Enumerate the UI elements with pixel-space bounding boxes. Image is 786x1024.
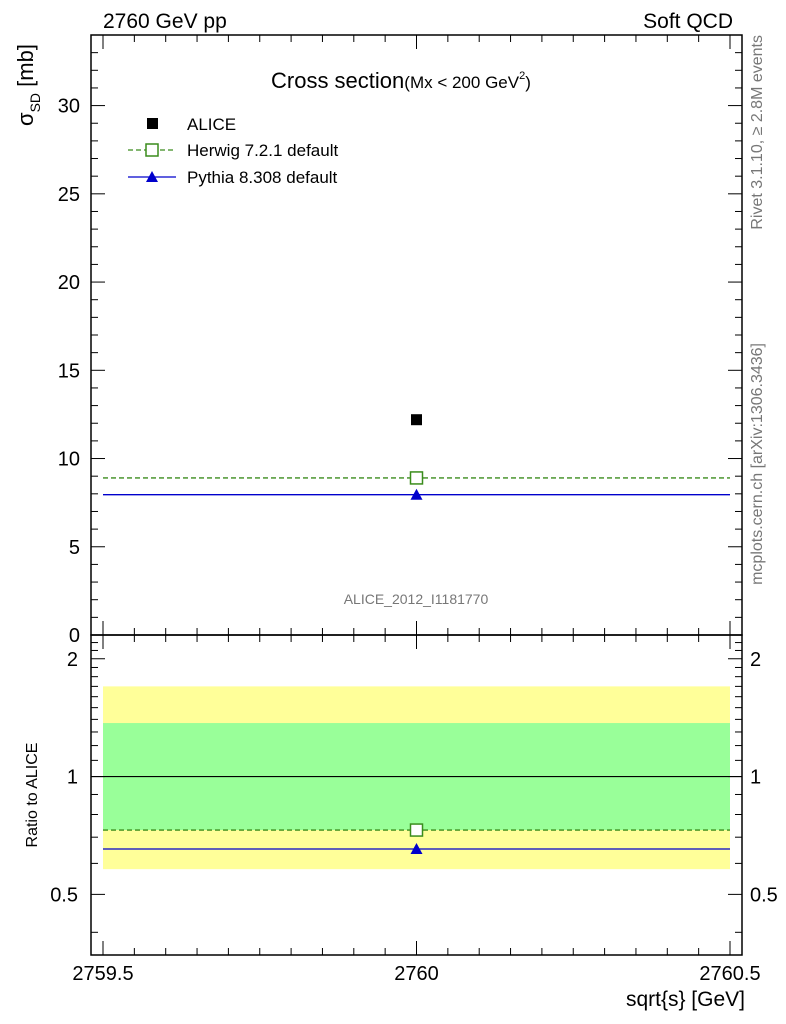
ratio-data-layer [91, 686, 742, 870]
ratio-ytick-label-left: 0.5 [50, 884, 78, 906]
main-data-layer [103, 414, 730, 500]
main-point-2-0 [410, 488, 423, 500]
legend-pythia-marker [146, 171, 158, 182]
header-left: 2760 GeV pp [103, 10, 227, 33]
legend: ALICE Herwig 7.2.1 default Pythia 8.308 … [128, 115, 338, 187]
x-tick-label: 2760.5 [699, 963, 760, 985]
main-ytick-label: 25 [58, 184, 80, 206]
main-ytick-label: 0 [69, 625, 80, 647]
x-tick-labels: 2759.5 2760 2760.5 [72, 963, 760, 985]
main-point-1-0 [409, 471, 424, 485]
main-ytick-label: 10 [58, 449, 80, 471]
main-ytick-label: 30 [58, 96, 80, 118]
main-title-close: ) [525, 73, 531, 92]
main-ylabel-sigma: σ [13, 112, 38, 126]
main-axes: 0 5 10 15 20 25 30 [58, 34, 742, 647]
ratio-axes: 0.5 0.5 1 1 2 2 [50, 635, 778, 955]
ratio-ytick-label-right: 1 [750, 767, 761, 789]
x-tick-label: 2760 [394, 963, 439, 985]
x-tick-label: 2759.5 [72, 963, 133, 985]
main-ytick-label: 5 [69, 537, 80, 559]
main-title-sup: 2 [519, 70, 525, 82]
main-ylabel-unit: [mb] [13, 44, 38, 93]
legend-herwig-marker [145, 143, 159, 157]
main-title-text: Cross section [271, 68, 404, 93]
ratio-ytick-label-right: 2 [750, 649, 761, 671]
x-axis-label: sqrt{s} [GeV] [626, 988, 745, 1011]
main-point-0-0 [411, 414, 422, 426]
ratio-point-1-0 [410, 843, 423, 855]
ratio-ylabel: Ratio to ALICE [24, 743, 41, 848]
mcplots-note: mcplots.cern.ch [arXiv:1306.3436] [749, 343, 766, 585]
main-ylabel: σSD [mb] [13, 44, 43, 126]
ratio-ytick-label-right: 0.5 [750, 884, 778, 906]
rivet-note: Rivet 3.1.10, ≥ 2.8M events [749, 35, 766, 230]
main-ytick-label: 20 [58, 272, 80, 294]
header-right: Soft QCD [643, 10, 733, 33]
ratio-ytick-label-left: 1 [67, 767, 78, 789]
main-ylabel-sub: SD [27, 93, 43, 112]
ratio-frame [90, 634, 743, 956]
ratio-point-0-0 [409, 823, 424, 837]
legend-pythia-label: Pythia 8.308 default [187, 168, 338, 187]
legend-herwig-label: Herwig 7.2.1 default [187, 141, 338, 160]
main-title-cut: (Mx < 200 GeV [404, 73, 519, 92]
main-ytick-label: 15 [58, 360, 80, 382]
legend-alice-label: ALICE [187, 115, 236, 134]
analysis-tag: ALICE_2012_I1181770 [344, 591, 489, 607]
ratio-ytick-label-left: 2 [67, 649, 78, 671]
main-title: Cross section(Mx < 200 GeV2) [271, 68, 531, 93]
legend-alice-marker [147, 118, 158, 129]
